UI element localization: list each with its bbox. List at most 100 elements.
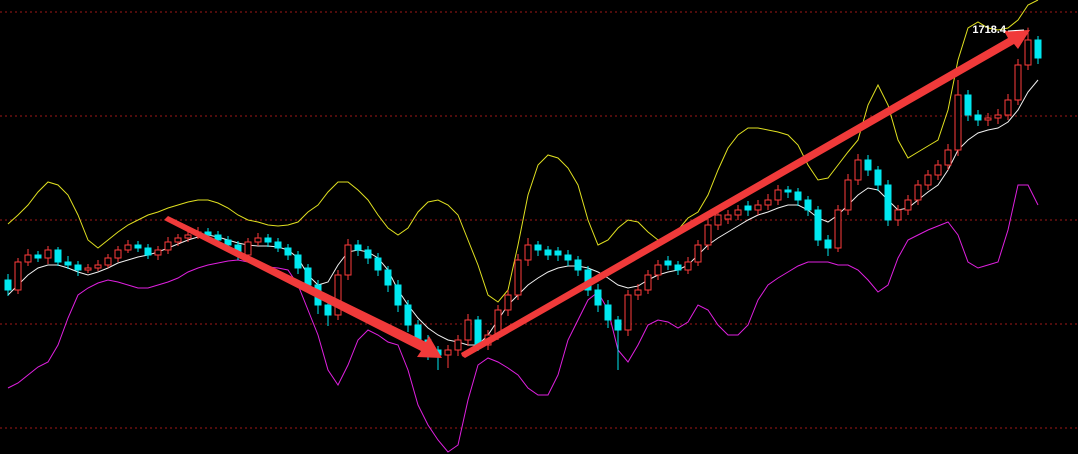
candle-body <box>244 241 252 256</box>
down-arrow <box>164 216 442 358</box>
candle-body <box>604 304 612 321</box>
candle-body <box>354 244 362 251</box>
candle-body <box>1014 64 1022 101</box>
candle-body <box>384 269 392 286</box>
candle-body <box>904 199 912 211</box>
candle-body <box>134 244 142 249</box>
candle-body <box>784 189 792 193</box>
candle-body <box>524 244 532 261</box>
candle-body <box>374 257 382 271</box>
candle-body <box>174 237 182 243</box>
candle-body <box>534 244 542 251</box>
candle-body <box>744 205 752 211</box>
candle-body <box>364 249 372 259</box>
candle-body <box>264 237 272 243</box>
high-label: 1718.4 <box>972 24 1007 36</box>
candle-body <box>54 249 62 263</box>
band-line <box>7 79 1039 346</box>
candle-body <box>934 164 942 176</box>
candle-body <box>634 289 642 296</box>
candle-body <box>104 257 112 266</box>
candle-body <box>404 304 412 326</box>
band-line <box>7 0 1039 303</box>
candle-body <box>724 214 732 220</box>
trend-arrows <box>164 30 1030 358</box>
candle-body <box>994 114 1002 119</box>
candle-body <box>884 184 892 221</box>
candle-body <box>814 209 822 241</box>
candle-body <box>1004 99 1012 116</box>
candle-body <box>914 184 922 201</box>
candle-body <box>464 319 472 341</box>
candle-body <box>704 224 712 246</box>
candle-body <box>594 289 602 306</box>
candle-body <box>574 259 582 271</box>
candle-body <box>284 247 292 256</box>
candle-body <box>94 264 102 269</box>
candle-body <box>874 169 882 186</box>
candle-body <box>984 117 992 121</box>
up-arrow <box>461 30 1030 358</box>
candle-body <box>254 237 262 243</box>
candle-body <box>754 204 762 211</box>
candle-body <box>74 264 82 271</box>
candle-body <box>614 319 622 331</box>
candle-body <box>734 209 742 216</box>
candle-body <box>654 264 662 276</box>
candle-body <box>114 249 122 259</box>
candle-body <box>674 264 682 271</box>
candle-body <box>164 241 172 251</box>
candle-body <box>204 231 212 236</box>
candle-body <box>4 279 12 291</box>
candle-body <box>684 261 692 271</box>
candle-body <box>1024 39 1032 66</box>
candle-body <box>854 159 862 181</box>
candle-body <box>834 209 842 249</box>
candle-body <box>644 274 652 291</box>
candle-body <box>964 94 972 116</box>
candle-body <box>184 234 192 239</box>
candle-body <box>514 259 522 296</box>
candle-body <box>864 159 872 171</box>
label-pointer <box>1007 29 1025 32</box>
band-line <box>7 184 1039 453</box>
candle-body <box>24 254 32 263</box>
candle-body <box>714 214 722 226</box>
candle-body <box>954 94 962 151</box>
candle-body <box>304 267 312 286</box>
candle-body <box>804 199 812 211</box>
candle-body <box>924 174 932 186</box>
candle-body <box>214 234 222 241</box>
candle-body <box>554 250 562 256</box>
candle-body <box>564 254 572 261</box>
candle-body <box>394 284 402 306</box>
candle-body <box>474 319 482 346</box>
candle-body <box>454 339 462 351</box>
candle-body <box>274 241 282 249</box>
candle-body <box>224 239 232 246</box>
candle-body <box>544 249 552 256</box>
candle-body <box>694 244 702 263</box>
candle-body <box>34 254 42 259</box>
candle-body <box>504 294 512 311</box>
candle-body <box>334 274 342 316</box>
candle-body <box>764 199 772 206</box>
candle-body <box>944 149 952 166</box>
candle-body <box>344 244 352 276</box>
candle-body <box>894 209 902 221</box>
candle-body <box>44 249 52 259</box>
candle-body <box>624 294 632 331</box>
candle-body <box>14 261 22 291</box>
candle-body <box>794 191 802 201</box>
candle-body <box>324 304 332 316</box>
candle-body <box>84 267 92 271</box>
candle-body <box>444 349 452 356</box>
candle-body <box>294 254 302 269</box>
candle-body <box>144 247 152 256</box>
candle-body <box>64 261 72 266</box>
candle-body <box>844 179 852 211</box>
candle-body <box>774 189 782 201</box>
candle-body <box>124 244 132 251</box>
